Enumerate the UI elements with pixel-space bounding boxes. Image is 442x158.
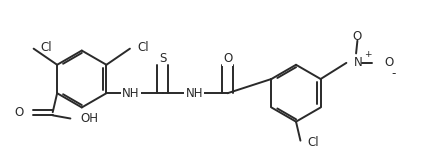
Text: Cl: Cl [40,41,52,54]
Text: OH: OH [80,112,98,125]
Text: NH: NH [122,87,140,100]
Text: S: S [159,52,166,65]
Text: NH: NH [186,87,203,100]
Text: O: O [223,52,232,65]
Text: Cl: Cl [138,41,149,54]
Text: N: N [354,56,362,69]
Text: -: - [392,67,396,80]
Text: Cl: Cl [307,136,319,149]
Text: O: O [15,106,24,119]
Text: O: O [353,30,362,43]
Text: O: O [384,56,393,69]
Text: +: + [364,50,371,59]
